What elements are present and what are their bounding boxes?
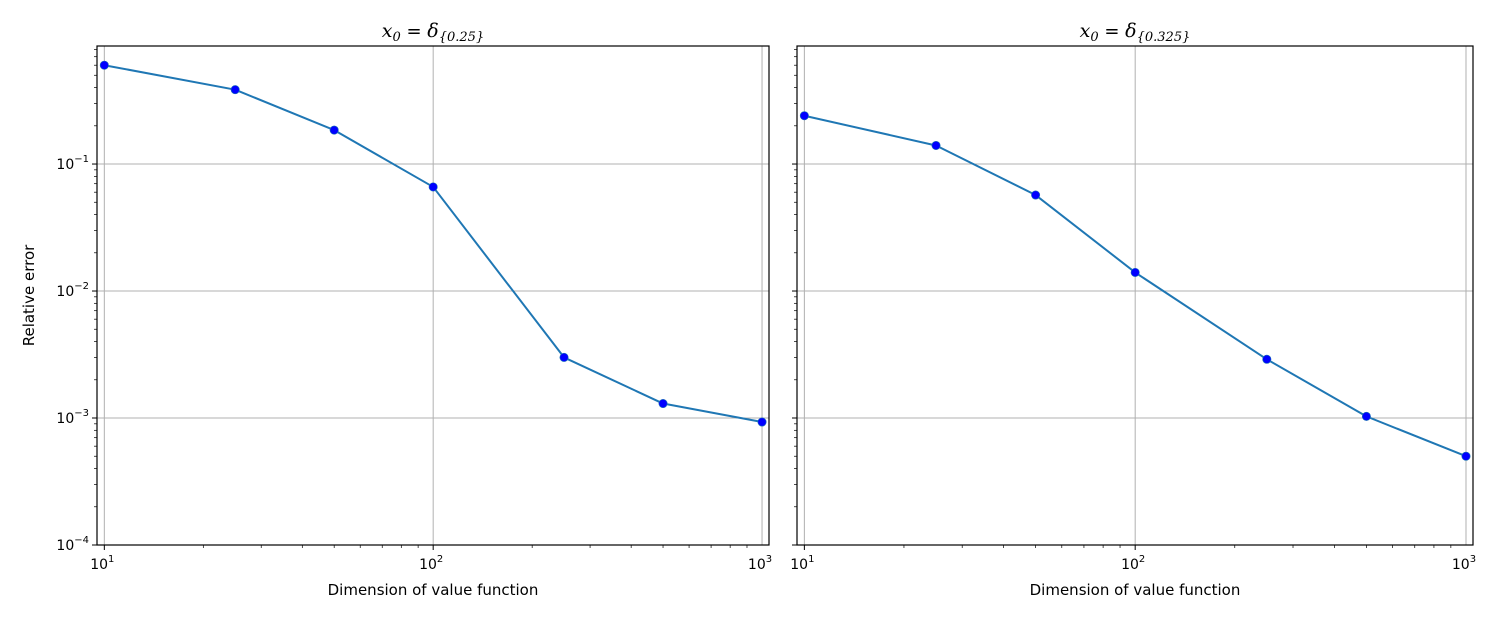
data-point xyxy=(1361,411,1371,421)
y-tick-exponent: −3 xyxy=(74,408,89,419)
data-point xyxy=(1031,190,1041,200)
axes-frame xyxy=(96,45,770,546)
y-tick-label: 10−4 xyxy=(56,535,89,554)
title-variable: x xyxy=(382,20,393,42)
data-point xyxy=(757,417,767,427)
data-point xyxy=(1461,451,1471,461)
title-delta: δ xyxy=(1125,20,1136,42)
x-tick-base: 10 xyxy=(790,557,808,573)
data-point xyxy=(99,60,109,70)
y-tick-base: 10 xyxy=(56,284,74,300)
chart-title: x0 = δ{0.325} xyxy=(1080,20,1191,45)
data-point xyxy=(1130,267,1140,277)
y-tick-base: 10 xyxy=(56,157,74,173)
data-point xyxy=(559,352,569,362)
title-variable-subscript: 0 xyxy=(392,30,400,45)
x-tick-base: 10 xyxy=(1452,557,1470,573)
data-point xyxy=(428,182,438,192)
x-tick-exponent: 1 xyxy=(108,554,114,565)
x-tick-label: 102 xyxy=(1121,554,1145,573)
x-tick-label: 103 xyxy=(748,554,772,573)
data-point xyxy=(799,111,809,121)
x-tick-base: 10 xyxy=(1121,557,1139,573)
x-tick-exponent: 2 xyxy=(1139,554,1145,565)
x-axis-label: Dimension of value function xyxy=(328,581,539,599)
x-tick-label: 101 xyxy=(90,554,114,573)
title-equals: = xyxy=(401,21,428,42)
title-delta: δ xyxy=(427,20,438,42)
title-equals: = xyxy=(1099,21,1126,42)
data-point xyxy=(230,85,240,95)
y-tick-exponent: −2 xyxy=(74,281,89,292)
y-tick-label: 10−2 xyxy=(56,281,89,300)
x-tick-base: 10 xyxy=(419,557,437,573)
title-delta-subscript: {0.25} xyxy=(439,30,485,45)
x-tick-base: 10 xyxy=(90,557,108,573)
x-tick-label: 101 xyxy=(790,554,814,573)
y-tick-exponent: −1 xyxy=(74,154,89,165)
y-tick-label: 10−3 xyxy=(56,408,89,427)
x-tick-exponent: 3 xyxy=(766,554,772,565)
x-tick-exponent: 3 xyxy=(1470,554,1476,565)
title-delta-subscript: {0.325} xyxy=(1137,30,1191,45)
x-tick-label: 102 xyxy=(419,554,443,573)
title-variable: x xyxy=(1080,20,1091,42)
data-point xyxy=(329,125,339,135)
title-variable-subscript: 0 xyxy=(1090,30,1098,45)
axes-frame xyxy=(796,45,1474,546)
y-tick-exponent: −4 xyxy=(74,535,89,546)
x-axis-label: Dimension of value function xyxy=(1030,581,1241,599)
data-point xyxy=(658,399,668,409)
y-axis-label: Relative error xyxy=(20,244,38,346)
x-tick-exponent: 1 xyxy=(808,554,814,565)
data-point xyxy=(931,140,941,150)
y-tick-base: 10 xyxy=(56,411,74,427)
x-tick-exponent: 2 xyxy=(437,554,443,565)
x-tick-label: 103 xyxy=(1452,554,1476,573)
x-tick-base: 10 xyxy=(748,557,766,573)
y-tick-base: 10 xyxy=(56,538,74,554)
chart-title: x0 = δ{0.25} xyxy=(382,20,484,45)
y-tick-label: 10−1 xyxy=(56,154,89,173)
data-point xyxy=(1262,354,1272,364)
